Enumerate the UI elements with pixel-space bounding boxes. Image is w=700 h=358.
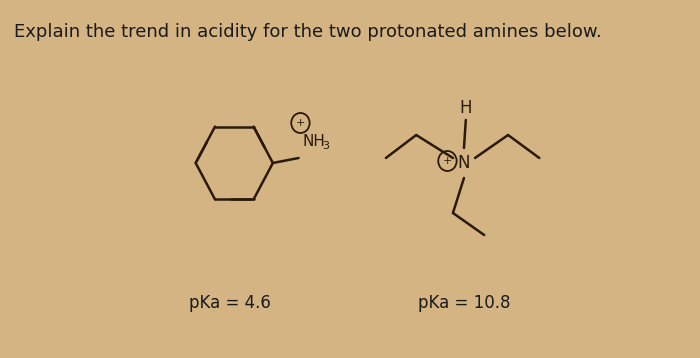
Text: Explain the trend in acidity for the two protonated amines below.: Explain the trend in acidity for the two… <box>14 23 601 41</box>
Text: pKa = 10.8: pKa = 10.8 <box>418 294 510 312</box>
Text: H: H <box>460 99 472 117</box>
Text: NH: NH <box>302 134 325 149</box>
Text: pKa = 4.6: pKa = 4.6 <box>189 294 271 312</box>
Text: +: + <box>442 156 452 166</box>
Text: 3: 3 <box>323 141 330 151</box>
Text: +: + <box>295 118 305 128</box>
Text: N: N <box>458 154 470 172</box>
